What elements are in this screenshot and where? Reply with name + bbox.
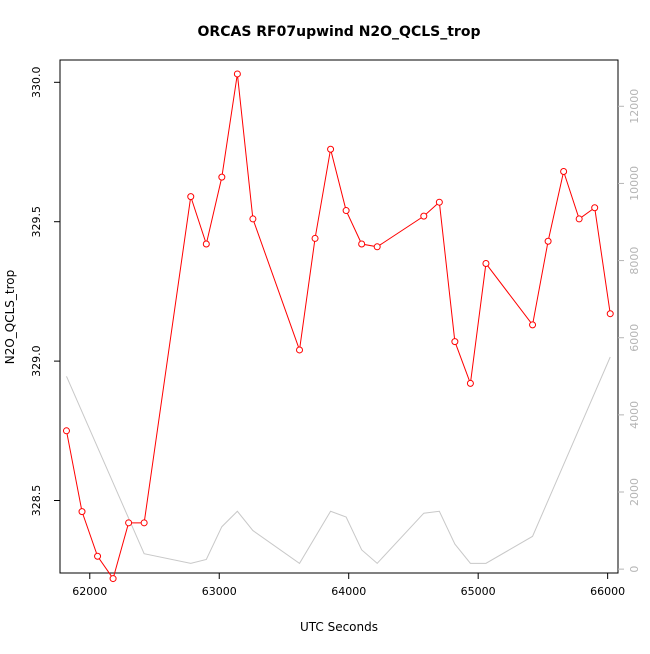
y2-tick-label: 8000 xyxy=(628,247,641,275)
data-point xyxy=(420,212,428,220)
y-axis-left: 328.5 329.0 329.5 330.0 xyxy=(30,67,60,517)
y-tick-label: 329.0 xyxy=(30,345,43,377)
data-point xyxy=(575,215,583,223)
x-tick-label: 62000 xyxy=(72,585,107,598)
data-point xyxy=(606,310,614,318)
data-point xyxy=(358,240,366,248)
series-line-left xyxy=(65,73,611,580)
y2-tick-label: 2000 xyxy=(628,478,641,506)
data-point xyxy=(187,193,195,201)
data-point xyxy=(482,260,490,268)
data-point xyxy=(342,207,350,215)
x-tick-label: 63000 xyxy=(202,585,237,598)
data-point xyxy=(296,346,304,354)
y-tick-label: 328.5 xyxy=(30,485,43,517)
y2-tick-label: 12000 xyxy=(628,89,641,124)
data-point xyxy=(327,145,335,153)
chart-title: ORCAS RF07upwind N2O_QCLS_trop xyxy=(198,24,481,40)
y2-tick-label: 10000 xyxy=(628,166,641,201)
y2-tick-label: 0 xyxy=(628,566,641,573)
y-axis-label: N2O_QCLS_trop xyxy=(3,270,17,365)
data-point xyxy=(560,168,568,176)
y-axis-right: 0 2000 4000 6000 8000 10000 12000 xyxy=(618,89,641,573)
data-point xyxy=(62,427,70,435)
data-point xyxy=(373,243,381,251)
data-point xyxy=(451,338,459,346)
y-tick-label: 330.0 xyxy=(30,67,43,99)
x-axis-label: UTC Seconds xyxy=(300,620,378,634)
data-point xyxy=(249,215,257,223)
data-point xyxy=(591,204,599,212)
x-axis: 62000 63000 64000 65000 66000 xyxy=(72,573,625,598)
data-point xyxy=(140,519,148,527)
data-point xyxy=(202,240,210,248)
data-point xyxy=(544,237,552,245)
data-point xyxy=(233,70,241,78)
series-layer xyxy=(62,70,614,583)
data-point xyxy=(529,321,537,329)
data-point xyxy=(109,575,117,583)
data-point xyxy=(78,508,86,516)
data-point xyxy=(311,234,319,242)
y2-tick-label: 6000 xyxy=(628,324,641,352)
x-tick-label: 65000 xyxy=(461,585,496,598)
data-point xyxy=(218,173,226,181)
data-point xyxy=(125,519,133,527)
data-point xyxy=(435,198,443,206)
x-tick-label: 64000 xyxy=(331,585,366,598)
data-point xyxy=(94,552,102,560)
series-line-right xyxy=(66,356,611,565)
y-tick-label: 329.5 xyxy=(30,206,43,238)
x-tick-label: 66000 xyxy=(590,585,625,598)
data-point xyxy=(466,379,474,387)
plot-frame xyxy=(59,59,619,574)
y2-tick-label: 4000 xyxy=(628,401,641,429)
